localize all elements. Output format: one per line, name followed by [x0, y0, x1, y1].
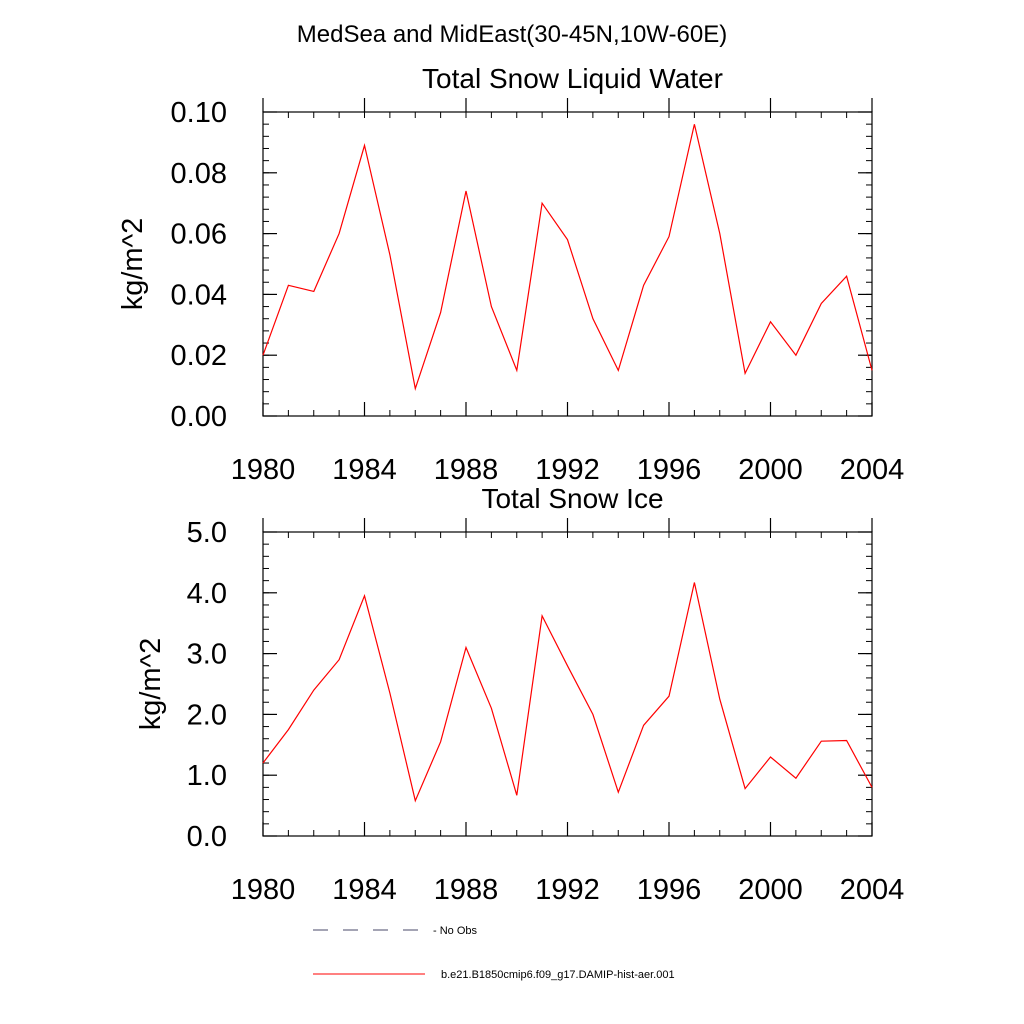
x-tick-label: 1992 — [535, 874, 600, 906]
y-tick-label: 2.0 — [187, 699, 227, 731]
legend-label: - No Obs — [433, 925, 478, 937]
figure-suptitle: MedSea and MidEast(30-45N,10W-60E) — [297, 21, 727, 48]
panel-title: Total Snow Liquid Water — [422, 63, 723, 94]
plot-frame — [262, 531, 873, 837]
legend: - No Obs b.e21.B1850cmip6.f09_g17.DAMIP-h… — [313, 925, 675, 981]
panel-snow-liquid-water: Total Snow Liquid Water 1980 1984 1988 1992 1… — [117, 63, 904, 486]
y-tick-label: 0.06 — [171, 219, 227, 251]
plot-frame — [262, 111, 873, 417]
panel-snow-ice: Total Snow Ice 1980 1984 1988 1992 1996 2000 20… — [135, 483, 904, 906]
y-tick-label: 0.0 — [187, 821, 227, 853]
x-tick-label: 1984 — [332, 454, 397, 486]
x-tick-label: 1992 — [535, 454, 600, 486]
x-tick-label: 2004 — [840, 874, 905, 906]
x-tick-label: 1980 — [231, 454, 296, 486]
x-tick-label: 1984 — [332, 874, 397, 906]
y-tick-label: 0.08 — [171, 158, 227, 190]
y-tick-label: 5.0 — [187, 517, 227, 549]
x-tick-label: 1996 — [637, 874, 702, 906]
y-tick-label: 4.0 — [187, 578, 227, 610]
x-tick-label: 2000 — [738, 454, 803, 486]
legend-label: b.e21.B1850cmip6.f09_g17.DAMIP-hist-aer.… — [441, 969, 675, 981]
x-tick-label: 1988 — [434, 454, 499, 486]
y-tick-label: 0.04 — [171, 279, 227, 311]
series-line — [262, 124, 873, 391]
panel-title: Total Snow Ice — [481, 483, 663, 514]
y-tick-label: 3.0 — [187, 639, 227, 671]
x-tick-label: 1980 — [231, 874, 296, 906]
y-tick-label: 0.02 — [171, 340, 227, 372]
x-tick-label: 2004 — [840, 454, 905, 486]
y-tick-label: 1.0 — [187, 760, 227, 792]
y-axis-label: kg/m^2 — [135, 638, 167, 731]
y-tick-label: 0.10 — [171, 97, 227, 129]
y-tick-label: 0.00 — [171, 401, 227, 433]
series-line — [262, 582, 873, 803]
x-tick-label: 1996 — [637, 454, 702, 486]
x-tick-label: 2000 — [738, 874, 803, 906]
x-tick-label: 1988 — [434, 874, 499, 906]
y-axis-label: kg/m^2 — [117, 218, 149, 311]
